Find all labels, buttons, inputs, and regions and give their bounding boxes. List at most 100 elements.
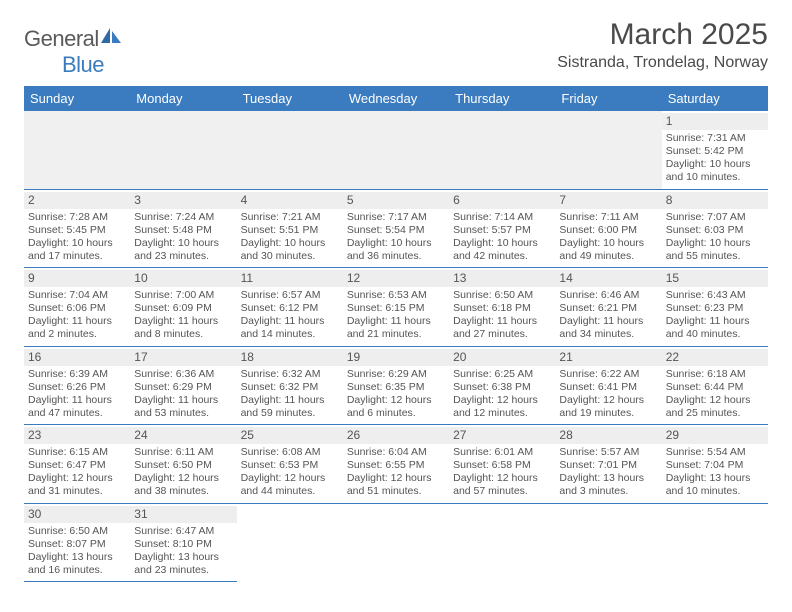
day-info: Sunrise: 6:46 AMSunset: 6:21 PMDaylight:…: [559, 289, 657, 342]
day-number: 26: [343, 427, 449, 444]
logo-sail-icon: [101, 26, 123, 52]
calendar-day-cell: [662, 503, 768, 582]
calendar-day-cell: 27Sunrise: 6:01 AMSunset: 6:58 PMDayligh…: [449, 425, 555, 504]
day-info: Sunrise: 7:24 AMSunset: 5:48 PMDaylight:…: [134, 211, 232, 264]
day-number: 31: [130, 506, 236, 523]
calendar-day-cell: [237, 111, 343, 189]
calendar-header-row: SundayMondayTuesdayWednesdayThursdayFrid…: [24, 86, 768, 111]
calendar-day-cell: 4Sunrise: 7:21 AMSunset: 5:51 PMDaylight…: [237, 189, 343, 268]
calendar-day-cell: 18Sunrise: 6:32 AMSunset: 6:32 PMDayligh…: [237, 346, 343, 425]
day-number: 10: [130, 270, 236, 287]
calendar-day-cell: 17 Sunrise: 6:36 AMSunset: 6:29 PMDayligh…: [130, 346, 236, 425]
day-info: Sunrise: 6:57 AMSunset: 6:12 PMDaylight:…: [241, 289, 339, 342]
calendar-day-cell: 7 Sunrise: 7:11 AMSunset: 6:00 PMDaylight…: [555, 189, 661, 268]
calendar-day-cell: 13 Sunrise: 6:50 AMSunset: 6:18 PMDayligh…: [449, 268, 555, 347]
weekday-header: Wednesday: [343, 86, 449, 111]
weekday-header: Saturday: [662, 86, 768, 111]
calendar-day-cell: 28 Sunrise: 5:57 AMSunset: 7:01 PMDayligh…: [555, 425, 661, 504]
calendar-day-cell: [449, 111, 555, 189]
day-number: 9: [24, 270, 130, 287]
day-number: 19: [343, 349, 449, 366]
day-number: 15: [662, 270, 768, 287]
day-info: Sunrise: 6:36 AMSunset: 6:29 PMDaylight:…: [134, 368, 232, 421]
day-info: Sunrise: 6:53 AMSunset: 6:15 PMDaylight:…: [347, 289, 445, 342]
calendar-day-cell: [343, 503, 449, 582]
day-number: 11: [237, 270, 343, 287]
day-info: Sunrise: 5:57 AMSunset: 7:01 PMDaylight:…: [559, 446, 657, 499]
day-number: 4: [237, 192, 343, 209]
page-title: March 2025: [557, 18, 768, 52]
calendar-day-cell: 3 Sunrise: 7:24 AMSunset: 5:48 PMDaylight…: [130, 189, 236, 268]
calendar-day-cell: 23Sunrise: 6:15 AMSunset: 6:47 PMDayligh…: [24, 425, 130, 504]
day-info: Sunrise: 6:43 AMSunset: 6:23 PMDaylight:…: [666, 289, 764, 342]
calendar-day-cell: 25 Sunrise: 6:08 AMSunset: 6:53 PMDayligh…: [237, 425, 343, 504]
calendar-day-cell: 14 Sunrise: 6:46 AMSunset: 6:21 PMDayligh…: [555, 268, 661, 347]
calendar-day-cell: 5 Sunrise: 7:17 AMSunset: 5:54 PMDaylight…: [343, 189, 449, 268]
weekday-header: Tuesday: [237, 86, 343, 111]
day-info: Sunrise: 6:50 AMSunset: 8:07 PMDaylight:…: [28, 525, 126, 578]
calendar-day-cell: 24Sunrise: 6:11 AMSunset: 6:50 PMDayligh…: [130, 425, 236, 504]
day-number: 25: [237, 427, 343, 444]
calendar-day-cell: 9 Sunrise: 7:04 AMSunset: 6:06 PMDaylight…: [24, 268, 130, 347]
weekday-header: Thursday: [449, 86, 555, 111]
day-info: Sunrise: 6:32 AMSunset: 6:32 PMDaylight:…: [241, 368, 339, 421]
day-number: 14: [555, 270, 661, 287]
day-info: Sunrise: 6:25 AMSunset: 6:38 PMDaylight:…: [453, 368, 551, 421]
location: Sistranda, Trondelag, Norway: [557, 54, 768, 72]
calendar-table: SundayMondayTuesdayWednesdayThursdayFrid…: [24, 86, 768, 582]
day-number: 5: [343, 192, 449, 209]
weekday-header: Friday: [555, 86, 661, 111]
day-info: Sunrise: 6:04 AMSunset: 6:55 PMDaylight:…: [347, 446, 445, 499]
calendar-day-cell: 29Sunrise: 5:54 AMSunset: 7:04 PMDayligh…: [662, 425, 768, 504]
calendar-day-cell: [343, 111, 449, 189]
day-info: Sunrise: 7:00 AMSunset: 6:09 PMDaylight:…: [134, 289, 232, 342]
day-info: Sunrise: 7:14 AMSunset: 5:57 PMDaylight:…: [453, 211, 551, 264]
day-number: 8: [662, 192, 768, 209]
day-number: 13: [449, 270, 555, 287]
calendar-week-row: 9 Sunrise: 7:04 AMSunset: 6:06 PMDaylight…: [24, 268, 768, 347]
calendar-day-cell: 16 Sunrise: 6:39 AMSunset: 6:26 PMDayligh…: [24, 346, 130, 425]
day-info: Sunrise: 7:17 AMSunset: 5:54 PMDaylight:…: [347, 211, 445, 264]
day-number: 3: [130, 192, 236, 209]
calendar-day-cell: [449, 503, 555, 582]
calendar-day-cell: 15 Sunrise: 6:43 AMSunset: 6:23 PMDayligh…: [662, 268, 768, 347]
logo: General Blue: [24, 26, 123, 78]
calendar-day-cell: [24, 111, 130, 189]
day-info: Sunrise: 6:22 AMSunset: 6:41 PMDaylight:…: [559, 368, 657, 421]
day-info: Sunrise: 7:11 AMSunset: 6:00 PMDaylight:…: [559, 211, 657, 264]
day-info: Sunrise: 6:50 AMSunset: 6:18 PMDaylight:…: [453, 289, 551, 342]
day-info: Sunrise: 6:01 AMSunset: 6:58 PMDaylight:…: [453, 446, 551, 499]
day-info: Sunrise: 6:47 AMSunset: 8:10 PMDaylight:…: [134, 525, 232, 578]
calendar-day-cell: 12 Sunrise: 6:53 AMSunset: 6:15 PMDayligh…: [343, 268, 449, 347]
day-number: 17: [130, 349, 236, 366]
calendar-day-cell: 26 Sunrise: 6:04 AMSunset: 6:55 PMDayligh…: [343, 425, 449, 504]
day-number: 28: [555, 427, 661, 444]
calendar-day-cell: 19 Sunrise: 6:29 AMSunset: 6:35 PMDayligh…: [343, 346, 449, 425]
calendar-week-row: 23Sunrise: 6:15 AMSunset: 6:47 PMDayligh…: [24, 425, 768, 504]
calendar-week-row: 1Sunrise: 7:31 AMSunset: 5:42 PMDaylight…: [24, 111, 768, 189]
day-number: 16: [24, 349, 130, 366]
day-number: 12: [343, 270, 449, 287]
day-info: Sunrise: 6:18 AMSunset: 6:44 PMDaylight:…: [666, 368, 764, 421]
day-number: 7: [555, 192, 661, 209]
day-number: 6: [449, 192, 555, 209]
weekday-header: Monday: [130, 86, 236, 111]
day-info: Sunrise: 7:28 AMSunset: 5:45 PMDaylight:…: [28, 211, 126, 264]
calendar-day-cell: 6 Sunrise: 7:14 AMSunset: 5:57 PMDaylight…: [449, 189, 555, 268]
title-block: March 2025 Sistranda, Trondelag, Norway: [557, 18, 768, 72]
day-info: Sunrise: 6:08 AMSunset: 6:53 PMDaylight:…: [241, 446, 339, 499]
day-number: 2: [24, 192, 130, 209]
day-info: Sunrise: 6:11 AMSunset: 6:50 PMDaylight:…: [134, 446, 232, 499]
calendar-day-cell: 30Sunrise: 6:50 AMSunset: 8:07 PMDayligh…: [24, 503, 130, 582]
day-number: 23: [24, 427, 130, 444]
logo-text-1: General: [24, 26, 99, 51]
day-info: Sunrise: 6:39 AMSunset: 6:26 PMDaylight:…: [28, 368, 126, 421]
day-number: 20: [449, 349, 555, 366]
day-info: Sunrise: 6:29 AMSunset: 6:35 PMDaylight:…: [347, 368, 445, 421]
day-info: Sunrise: 7:04 AMSunset: 6:06 PMDaylight:…: [28, 289, 126, 342]
calendar-day-cell: 11 Sunrise: 6:57 AMSunset: 6:12 PMDayligh…: [237, 268, 343, 347]
calendar-day-cell: 20 Sunrise: 6:25 AMSunset: 6:38 PMDayligh…: [449, 346, 555, 425]
day-number: 1: [662, 113, 768, 130]
day-number: 29: [662, 427, 768, 444]
calendar-week-row: 2 Sunrise: 7:28 AMSunset: 5:45 PMDaylight…: [24, 189, 768, 268]
